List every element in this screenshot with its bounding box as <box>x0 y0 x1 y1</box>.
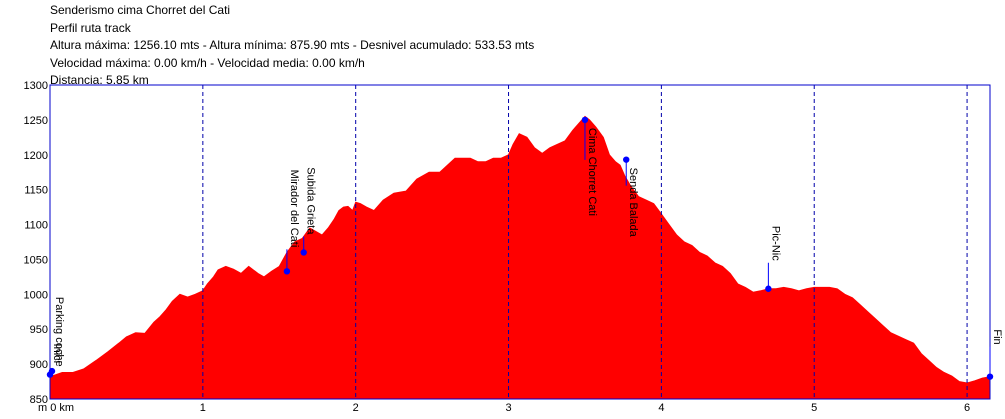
x-tick-label: 4 <box>658 402 664 414</box>
altitude-summary: Altura máxima: 1256.10 mts - Altura míni… <box>50 38 535 53</box>
y-tick-label: 950 <box>30 324 48 336</box>
y-tick-label: 1300 <box>24 80 48 92</box>
elevation-area <box>49 115 991 400</box>
waypoint-marker: Inici <box>48 344 63 375</box>
waypoint-label: Inici <box>51 344 63 364</box>
waypoint-dot <box>283 268 291 275</box>
waypoint-dot <box>986 373 994 380</box>
waypoint-label: Parking coche <box>53 297 65 367</box>
y-tick-label: 1250 <box>24 115 48 127</box>
y-axis-ticks: 850 900 950 1000 1050 1100 1150 1200 1250 1300 <box>24 80 48 406</box>
waypoint-dot <box>623 156 630 163</box>
waypoint-label: Fin <box>991 329 1003 344</box>
waypoint-marker: Fin <box>986 329 1003 380</box>
distance-summary: Distancia: 5.85 km <box>50 73 149 88</box>
waypoint-marker: Subida Grieta <box>300 167 317 256</box>
waypoint-dot <box>765 285 772 292</box>
y-tick-label: 850 <box>30 394 48 406</box>
waypoint-marker: Pic-Nic <box>765 226 781 292</box>
x-tick-label: 1 <box>200 402 206 414</box>
waypoint-label: Subida Grieta <box>305 167 317 235</box>
route-title: Senderismo cima Chorret del Cati <box>50 3 231 17</box>
y-tick-label: 1150 <box>24 185 48 197</box>
waypoint-marker: Senda Balada <box>623 156 639 238</box>
waypoint-label: Senda Balada <box>627 168 639 238</box>
speed-summary: Velocidad máxima: 0.00 km/h - Velocidad … <box>50 55 365 70</box>
waypoint-label: Cima Chorret Cati <box>586 128 598 216</box>
x-tick-label: 3 <box>505 402 511 414</box>
x-tick-label: 5 <box>811 402 817 414</box>
chart-header: Senderismo cima Chorret del Cati Perfil … <box>50 2 534 90</box>
y-tick-label: 1200 <box>24 150 48 162</box>
waypoint-dot <box>300 249 307 256</box>
x-tick-label: 6 <box>964 402 970 414</box>
waypoint-label: Pic-Nic <box>769 226 781 261</box>
plot-area <box>49 84 991 400</box>
y-tick-label: 1100 <box>24 220 48 232</box>
y-tick-label: 900 <box>30 359 48 371</box>
waypoint-marker: Cima Chorret Cati <box>581 116 598 216</box>
waypoint-marker: Mirador del Cati <box>283 170 300 275</box>
y-tick-label: 1050 <box>24 254 48 266</box>
x-axis-ticks: m 0 km 1 2 3 4 5 6 <box>38 402 970 414</box>
x-tick-label: 2 <box>353 402 359 414</box>
plot-frame <box>49 84 991 400</box>
waypoint-dot <box>48 367 56 375</box>
waypoint-label: Mirador del Cati <box>288 170 300 248</box>
waypoint-dot <box>581 116 589 124</box>
y-tick-label: 1000 <box>24 289 48 301</box>
profile-subtitle: Perfil ruta track <box>50 20 131 35</box>
x-tick-label: m 0 km <box>38 402 74 414</box>
